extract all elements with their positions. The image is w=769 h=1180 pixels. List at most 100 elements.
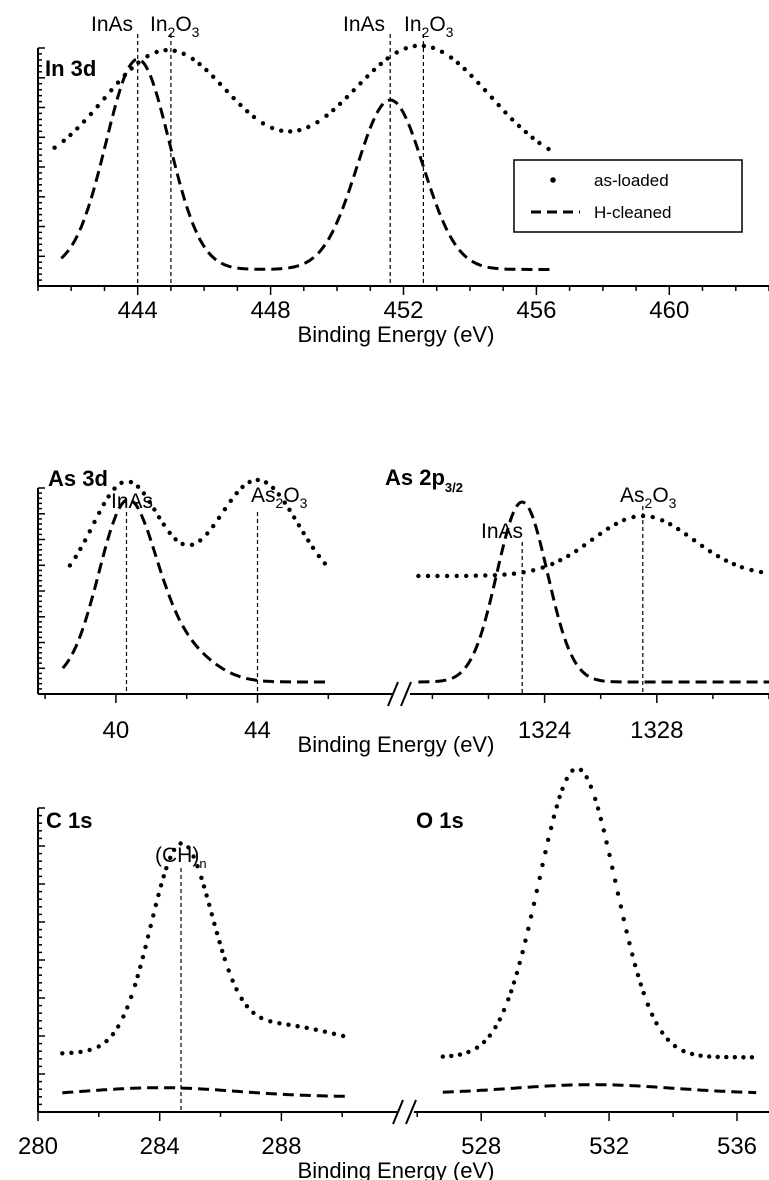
- data-point-as-loaded: [758, 569, 764, 575]
- data-point-as-loaded: [537, 875, 542, 881]
- series-H-cleaned: [61, 498, 329, 684]
- data-point-as-loaded: [222, 507, 228, 512]
- data-point-as-loaded: [564, 776, 569, 782]
- data-point-as-loaded: [540, 862, 545, 868]
- data-point-as-loaded: [574, 548, 579, 554]
- data-point-as-loaded: [439, 49, 445, 54]
- data-point-as-loaded: [161, 874, 166, 879]
- data-point-as-loaded: [288, 129, 293, 134]
- data-point-as-loaded: [631, 514, 636, 520]
- data-point-as-loaded: [211, 74, 216, 79]
- data-point-as-loaded: [371, 67, 377, 73]
- data-point-as-loaded: [268, 1019, 273, 1024]
- data-point-as-loaded: [668, 522, 673, 527]
- data-point-as-loaded: [584, 775, 589, 780]
- data-point-as-loaded: [707, 1054, 712, 1059]
- data-point-as-loaded: [604, 840, 609, 845]
- data-point-as-loaded: [724, 1054, 729, 1060]
- data-point-as-loaded: [412, 43, 417, 49]
- data-point-as-loaded: [337, 101, 343, 107]
- data-point-as-loaded: [672, 1043, 678, 1049]
- data-point-as-loaded: [514, 970, 520, 976]
- data-point-as-loaded: [322, 561, 327, 566]
- data-point-as-loaded: [324, 113, 329, 118]
- data-point-as-loaded: [167, 530, 172, 535]
- data-point-as-loaded: [125, 1005, 130, 1010]
- data-point-as-loaded: [650, 1012, 655, 1017]
- series-as-loaded: [440, 767, 755, 1060]
- data-point-as-loaded: [481, 1039, 487, 1045]
- data-point-as-loaded: [550, 561, 555, 567]
- data-point-as-loaded: [665, 1037, 671, 1042]
- data-point-as-loaded: [81, 119, 87, 124]
- data-point-as-loaded: [464, 573, 469, 579]
- data-point-as-loaded: [503, 110, 508, 115]
- data-point-as-loaded: [570, 768, 575, 773]
- panel-title-in3d: In 3d: [45, 56, 96, 81]
- data-point-as-loaded: [492, 573, 498, 578]
- x-tick-label-in3d: 448: [251, 297, 291, 324]
- data-point-as-loaded: [739, 565, 745, 570]
- x-tick-label-co: 280: [18, 1133, 58, 1160]
- x-tick-label-as: 1324: [518, 717, 571, 744]
- data-point-as-loaded: [416, 573, 421, 579]
- data-point-as-loaded: [87, 529, 93, 534]
- data-point-as-loaded: [521, 570, 526, 575]
- data-point-as-loaded: [301, 530, 306, 536]
- data-point-as-loaded: [189, 542, 195, 547]
- data-point-as-loaded: [482, 88, 488, 93]
- data-point-as-loaded: [613, 878, 618, 883]
- x-tick-label-in3d: 444: [118, 297, 158, 324]
- data-point-as-loaded: [457, 1052, 463, 1057]
- data-point-as-loaded: [164, 866, 169, 871]
- x-tick-label-in3d: 460: [649, 297, 689, 324]
- data-point-as-loaded: [435, 573, 440, 579]
- data-point-as-loaded: [715, 1054, 720, 1060]
- panel-title-as3d: As 3d: [48, 466, 108, 491]
- data-point-as-loaded: [172, 48, 177, 53]
- series-as-loaded: [52, 43, 551, 152]
- data-point-as-loaded: [270, 485, 276, 491]
- data-point-as-loaded: [581, 543, 587, 548]
- data-point-as-loaded: [207, 902, 212, 907]
- axis-break-co: [392, 1098, 417, 1126]
- data-point-as-loaded: [351, 88, 356, 93]
- data-point-as-loaded: [212, 921, 217, 926]
- data-point-as-loaded: [163, 48, 168, 53]
- series-H-cleaned: [442, 1083, 757, 1095]
- data-point-as-loaded: [483, 573, 488, 578]
- data-point-as-loaded: [474, 1045, 480, 1050]
- data-point-as-loaded: [67, 563, 73, 568]
- data-point-as-loaded: [509, 989, 514, 994]
- data-point-as-loaded: [578, 767, 584, 773]
- x-tick-label-co: 532: [589, 1133, 629, 1160]
- data-point-as-loaded: [707, 549, 713, 554]
- data-point-as-loaded: [635, 972, 641, 978]
- data-point-as-loaded: [96, 1044, 101, 1049]
- data-point-as-loaded: [112, 486, 117, 491]
- data-point-as-loaded: [197, 61, 202, 67]
- data-point-as-loaded: [143, 944, 148, 950]
- x-tick-label-in3d: 452: [383, 297, 423, 324]
- data-point-as-loaded: [234, 987, 239, 992]
- data-point-as-loaded: [489, 95, 495, 100]
- ref-label-in2o3-1: In2O3: [150, 13, 200, 40]
- data-point-as-loaded: [269, 125, 275, 131]
- ref-label-inas-2: InAs: [343, 13, 385, 36]
- panel-as: 40 44 1324 1328 As 3d As 2p3/2 InAs As2O3 I…: [37, 465, 769, 757]
- data-point-as-loaded: [597, 531, 603, 537]
- data-point-as-loaded: [147, 499, 152, 505]
- data-point-as-loaded: [230, 978, 235, 983]
- data-point-as-loaded: [681, 1048, 686, 1054]
- data-point-as-loaded: [295, 1023, 300, 1029]
- data-point-as-loaded: [506, 997, 511, 1002]
- data-point-as-loaded: [650, 514, 655, 520]
- data-point-as-loaded: [607, 852, 612, 858]
- data-point-as-loaded: [198, 538, 203, 543]
- data-point-as-loaded: [598, 816, 604, 822]
- data-point-as-loaded: [240, 484, 245, 490]
- data-point-as-loaded: [315, 120, 320, 125]
- data-point-as-loaded: [537, 140, 542, 146]
- data-point-as-loaded: [476, 80, 481, 86]
